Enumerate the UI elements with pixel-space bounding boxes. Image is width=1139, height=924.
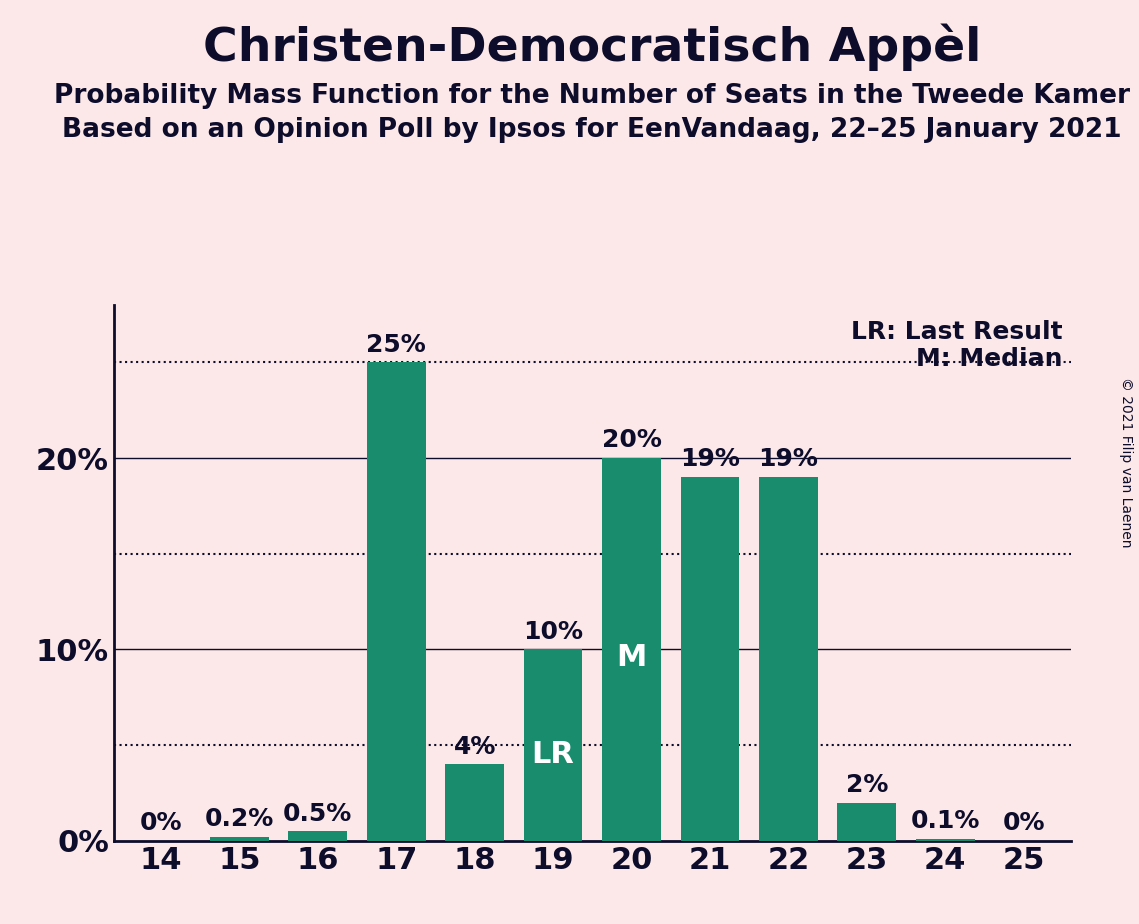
Text: Christen-Democratisch Appèl: Christen-Democratisch Appèl: [203, 23, 982, 70]
Text: 4%: 4%: [453, 735, 495, 759]
Text: LR: Last Result: LR: Last Result: [851, 321, 1063, 345]
Text: 0.1%: 0.1%: [910, 809, 980, 833]
Text: © 2021 Filip van Laenen: © 2021 Filip van Laenen: [1120, 377, 1133, 547]
Bar: [524, 650, 582, 841]
Bar: [210, 837, 269, 841]
Bar: [288, 832, 347, 841]
Text: 20%: 20%: [601, 429, 662, 453]
Text: 19%: 19%: [680, 447, 740, 471]
Text: 0%: 0%: [140, 811, 182, 835]
Bar: [916, 839, 975, 841]
Bar: [680, 477, 739, 841]
Text: Based on an Opinion Poll by Ipsos for EenVandaag, 22–25 January 2021: Based on an Opinion Poll by Ipsos for Ee…: [63, 117, 1122, 143]
Text: M: M: [616, 642, 647, 672]
Text: 19%: 19%: [759, 447, 818, 471]
Text: 10%: 10%: [523, 620, 583, 644]
Text: 0.5%: 0.5%: [284, 801, 352, 825]
Text: 2%: 2%: [845, 772, 888, 796]
Bar: [367, 362, 426, 841]
Text: 25%: 25%: [367, 333, 426, 357]
Text: 0%: 0%: [1002, 811, 1044, 835]
Bar: [445, 764, 505, 841]
Text: M: Median: M: Median: [916, 347, 1063, 371]
Text: Probability Mass Function for the Number of Seats in the Tweede Kamer: Probability Mass Function for the Number…: [55, 83, 1130, 109]
Text: LR: LR: [532, 740, 574, 769]
Bar: [837, 803, 896, 841]
Text: 0.2%: 0.2%: [205, 808, 274, 832]
Bar: [603, 458, 661, 841]
Bar: [759, 477, 818, 841]
